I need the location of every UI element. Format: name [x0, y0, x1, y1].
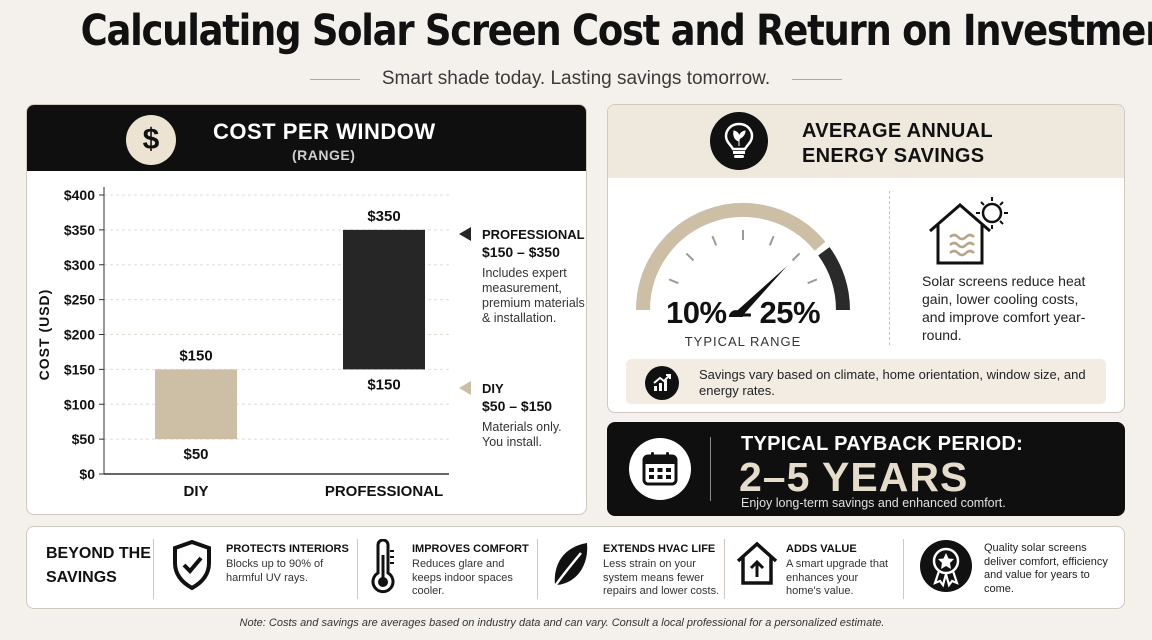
benefit-desc-comfort: Reduces glare and keeps indoor spaces co…: [412, 558, 513, 597]
subtitle-rule-right: [792, 78, 843, 80]
footnote: Note: Costs and savings are averages bas…: [239, 617, 885, 629]
legend-diy-range: $50 – $150: [482, 398, 553, 414]
legend-diy: DIY $50 – $150 Materials only. You insta…: [482, 381, 562, 450]
chart-growth-icon: [645, 366, 679, 400]
savings-panel-title: AVERAGE ANNUAL ENERGY SAVINGS: [802, 119, 993, 169]
gauge-tick: [711, 235, 718, 246]
benefits-panel: BEYOND THE SAVINGS PROTECTS INTERIORS Bl…: [26, 526, 1125, 609]
benefit-divider-4: [724, 539, 725, 599]
y-tick-label: $100: [64, 396, 95, 412]
legend-professional-desc-1: Includes expert: [482, 266, 567, 280]
legend-marker-professional: [459, 227, 471, 241]
benefits-heading: BEYOND THE SAVINGS: [46, 542, 151, 590]
legend-professional-desc-2: measurement,: [482, 281, 562, 295]
cost-panel-subtitle: (RANGE): [292, 147, 356, 163]
leaf-icon: [551, 543, 588, 590]
legend-diy-desc-2: You install.: [482, 435, 542, 449]
house-sun-icon: [929, 197, 1008, 265]
y-tick-label: $400: [64, 187, 95, 203]
y-axis-label: COST (USD): [36, 289, 52, 381]
cost-chart: $0 $50 $100 $150 $200 $250 $300 $350 $400 COST (U…: [36, 187, 449, 500]
bar-low-label: $50: [183, 446, 208, 463]
payback-panel: TYPICAL PAYBACK PERIOD: 2–5 YEARS Enjoy …: [607, 422, 1125, 516]
x-category-label: DIY: [183, 483, 208, 500]
legend-diy-name: DIY: [482, 381, 504, 396]
gauge-arc-dark: [818, 247, 850, 311]
gauge-value: 10% – 25%: [665, 295, 821, 330]
y-tick-label: $150: [64, 361, 95, 377]
savings-divider: [889, 191, 890, 345]
benefits-closing-text: Quality solar screens deliver comfort, e…: [984, 542, 1108, 595]
payback-title: TYPICAL PAYBACK PERIOD:: [741, 433, 1024, 455]
benefit-divider-5: [903, 539, 904, 599]
x-category-label: PROFESSIONAL: [325, 483, 443, 500]
gauge-caption: TYPICAL RANGE: [684, 334, 802, 349]
savings-note-bar: Savings vary based on climate, home orie…: [626, 359, 1106, 404]
benefit-title-value: ADDS VALUE: [786, 543, 857, 555]
savings-gauge: [636, 203, 850, 317]
thermometer-icon: [371, 539, 395, 594]
legend-diy-desc-1: Materials only.: [482, 420, 562, 434]
cost-panel-title: COST PER WINDOW: [213, 119, 436, 144]
payback-value: 2–5 YEARS: [739, 454, 969, 500]
y-tick-label: $300: [64, 257, 95, 273]
lightbulb-leaf-icon: [710, 112, 768, 170]
cost-panel-header: $ COST PER WINDOW (RANGE): [27, 105, 586, 171]
house-arrow-icon: [736, 541, 778, 585]
gauge-arc-light: [636, 203, 826, 311]
page-title: Calculating Solar Screen Cost and Return…: [80, 6, 1152, 56]
benefit-title-hvac: EXTENDS HVAC LIFE: [603, 543, 716, 555]
y-tick-label: $50: [72, 431, 96, 447]
gauge-hub: [728, 310, 743, 317]
savings-title-line-1: AVERAGE ANNUAL: [802, 120, 993, 142]
bar-high-label: $350: [367, 208, 400, 225]
bar-diy: [155, 369, 237, 440]
y-tick-label: $350: [64, 222, 95, 238]
benefit-divider-3: [537, 539, 538, 599]
gauge-tick: [768, 235, 775, 246]
savings-title-line-2: ENERGY SAVINGS: [802, 145, 985, 167]
legend-marker-diy: [459, 381, 471, 395]
y-tick-label: $250: [64, 292, 95, 308]
award-ribbon-icon: [920, 540, 972, 592]
calendar-icon: [629, 438, 691, 500]
benefits-heading-line-1: BEYOND THE: [46, 545, 151, 562]
benefit-desc-hvac: Less strain on your system means fewer r…: [603, 558, 720, 597]
benefit-title-protects: PROTECTS INTERIORS: [226, 543, 349, 555]
gauge-needle: [733, 266, 787, 317]
savings-panel-header: AVERAGE ANNUAL ENERGY SAVINGS: [608, 105, 1124, 178]
gauge-tick: [668, 278, 679, 285]
benefit-desc-value: A smart upgrade that enhances your home'…: [786, 558, 889, 597]
payback-note: Enjoy long-term savings and enhanced com…: [741, 496, 1006, 510]
energy-savings-panel: AVERAGE ANNUAL ENERGY SAVINGS 10% – 25% …: [607, 104, 1125, 413]
savings-description: Solar screens reduce heat gain, lower co…: [922, 273, 1086, 343]
y-tick-label: $200: [64, 327, 95, 343]
legend-professional-name: PROFESSIONAL: [482, 227, 585, 242]
shield-check-icon: [173, 539, 211, 591]
y-tick-label: $0: [79, 466, 95, 482]
subtitle-row: Smart shade today. Lasting savings tomor…: [0, 68, 1152, 90]
legend-professional-range: $150 – $350: [482, 244, 560, 260]
gauge-tick: [807, 278, 818, 285]
gauge-tick: [685, 252, 695, 262]
dollar-icon: $: [126, 115, 176, 165]
legend-professional-desc-3: premium materials: [482, 296, 585, 310]
subtitle-rule-left: [309, 78, 360, 80]
benefit-title-comfort: IMPROVES COMFORT: [412, 543, 529, 555]
benefit-divider-1: [153, 539, 154, 599]
savings-note: Savings vary based on climate, home orie…: [699, 367, 1086, 398]
bar-high-label: $150: [179, 347, 212, 364]
page-subtitle: Smart shade today. Lasting savings tomor…: [381, 68, 771, 89]
bar-low-label: $150: [367, 376, 400, 393]
payback-divider: [710, 437, 711, 501]
bar-professional: [343, 229, 425, 370]
cost-per-window-panel: $ COST PER WINDOW (RANGE) $0 $50 $100 $150 $…: [26, 104, 587, 515]
legend-professional-desc-4: & installation.: [482, 311, 557, 325]
benefit-desc-protects: Blocks up to 90% of harmful UV rays.: [226, 558, 324, 584]
legend-professional: PROFESSIONAL $150 – $350 Includes expert…: [482, 227, 585, 326]
gauge-tick: [791, 252, 801, 262]
benefits-heading-line-2: SAVINGS: [46, 569, 117, 586]
benefit-divider-2: [357, 539, 358, 599]
